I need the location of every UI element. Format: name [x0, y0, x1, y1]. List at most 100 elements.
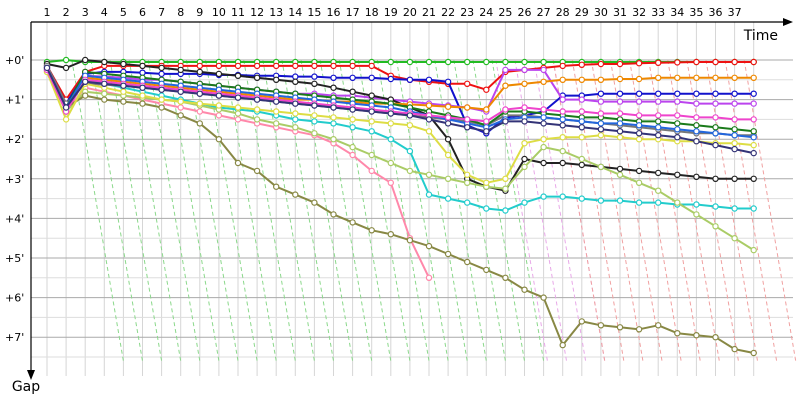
data-point	[597, 110, 605, 117]
data-point	[234, 110, 242, 117]
series-line	[46, 67, 754, 155]
data-point	[712, 141, 719, 149]
guide-line	[571, 59, 625, 362]
data-point	[311, 130, 318, 137]
guide-line	[609, 59, 663, 362]
data-point	[731, 175, 738, 182]
data-point	[311, 80, 318, 88]
data-point	[674, 90, 681, 97]
data-point	[444, 103, 452, 110]
data-point	[712, 175, 719, 182]
data-point	[215, 92, 223, 99]
data-point	[616, 171, 624, 178]
x-tick-label: 32	[632, 6, 646, 19]
x-tick-label: 23	[460, 6, 474, 19]
data-point	[521, 155, 528, 163]
x-tick-label: 30	[594, 6, 608, 19]
data-point	[158, 64, 165, 72]
data-point	[712, 90, 719, 97]
data-point	[693, 90, 700, 97]
data-point	[311, 199, 318, 206]
x-tick-label: 29	[575, 6, 589, 19]
guide-line	[743, 59, 797, 362]
data-point	[712, 223, 719, 230]
data-point	[635, 98, 643, 105]
data-point	[712, 114, 719, 121]
data-point	[273, 62, 280, 70]
x-tick-label: 2	[63, 6, 70, 19]
data-point	[521, 80, 528, 88]
data-point	[483, 86, 490, 93]
data-point	[62, 104, 70, 111]
data-point	[425, 116, 433, 123]
data-point	[43, 64, 51, 72]
data-point	[750, 349, 757, 357]
data-point	[635, 326, 643, 333]
x-tick-label: 8	[177, 6, 184, 19]
data-point	[693, 122, 700, 129]
data-point	[731, 74, 738, 82]
guide-line	[243, 59, 296, 362]
data-point	[425, 171, 433, 178]
data-point	[158, 96, 165, 103]
data-point	[253, 96, 261, 103]
data-point	[578, 61, 586, 69]
y-tick-label: +5'	[5, 252, 24, 265]
y-tick-label: +2'	[5, 133, 24, 146]
data-point	[731, 126, 738, 133]
data-point	[444, 78, 452, 86]
x-tick-label: 7	[158, 6, 165, 19]
data-point	[196, 62, 203, 70]
data-point	[406, 122, 414, 129]
data-point	[387, 135, 394, 143]
data-point	[444, 58, 452, 66]
x-tick-label: 17	[346, 6, 360, 19]
data-point	[425, 274, 433, 281]
data-point	[540, 120, 547, 127]
data-point	[273, 183, 280, 190]
data-point	[559, 159, 566, 167]
data-point	[597, 90, 605, 97]
data-point	[101, 96, 108, 103]
data-point	[731, 100, 738, 107]
guide-line	[667, 59, 720, 362]
data-point	[750, 74, 757, 82]
guide-line	[491, 59, 545, 362]
series-16	[43, 64, 757, 157]
data-point	[578, 96, 586, 103]
x-tick-label: 26	[518, 6, 532, 19]
guide-line	[453, 59, 506, 362]
data-point	[559, 147, 566, 155]
data-point	[540, 143, 547, 151]
data-point	[502, 118, 509, 125]
data-point	[368, 151, 375, 159]
data-point	[368, 167, 375, 175]
data-point	[62, 56, 70, 64]
data-point	[521, 286, 528, 293]
data-point	[578, 133, 586, 141]
data-point	[616, 133, 624, 141]
data-point	[387, 120, 394, 127]
data-point	[540, 66, 547, 74]
data-point	[464, 58, 471, 66]
data-point	[368, 74, 375, 82]
data-point	[311, 62, 318, 70]
data-point	[597, 60, 605, 68]
data-point	[253, 62, 261, 70]
data-point	[635, 179, 643, 186]
data-point	[731, 90, 738, 97]
data-point	[234, 72, 242, 80]
data-point	[635, 60, 643, 67]
guide-line	[648, 59, 701, 362]
data-point	[750, 100, 757, 107]
x-tick-label: 4	[101, 6, 108, 19]
data-point	[616, 60, 624, 68]
data-point	[406, 112, 414, 119]
data-point	[425, 58, 433, 66]
data-point	[330, 74, 337, 82]
data-point	[483, 118, 490, 125]
y-tick-label: +4'	[5, 212, 24, 225]
data-point	[635, 90, 643, 97]
x-axis-arrow	[783, 18, 793, 26]
x-tick-label: 1	[44, 6, 51, 19]
